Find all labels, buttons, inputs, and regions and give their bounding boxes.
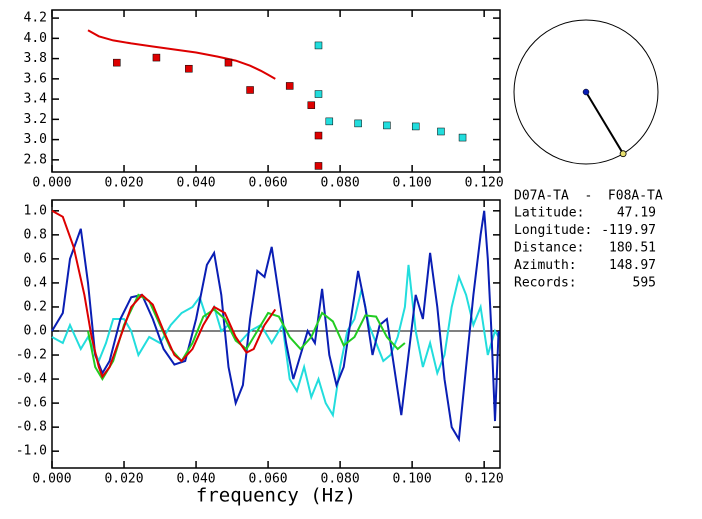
x-tick-label: 0.120 [465,176,504,191]
x-tick-label: 0.000 [32,472,71,487]
info-value: 595 [633,276,656,291]
y-tick-label: 1.0 [24,203,47,218]
info-label: Distance: [514,241,584,256]
y-tick-label: 3.2 [24,112,47,127]
info-value: -119.97 [601,223,656,238]
data-point [314,41,323,50]
x-tick-label: 0.040 [176,472,215,487]
data-point [354,119,362,128]
data-point [246,86,254,94]
y-tick-label: 0.0 [24,323,47,338]
x-axis-label: frequency (Hz) [196,485,356,507]
x-tick-label: 0.000 [32,176,71,191]
y-tick-label: 3.8 [24,51,47,66]
data-point [152,53,161,62]
info-label: Records: [514,276,577,291]
station-dot [619,150,627,158]
y-tick-label: -0.4 [16,372,47,387]
info-label: Longitude: [514,223,592,238]
data-point [113,58,121,67]
y-tick-label: 2.8 [24,152,47,167]
y-tick-label: -0.6 [16,396,47,411]
data-point [411,122,420,131]
azimuth-line [585,91,624,155]
x-tick-label: 0.060 [249,176,288,191]
x-tick-label: 0.080 [321,176,360,191]
info-value: 180.51 [609,241,656,256]
y-tick-label: -0.8 [16,420,47,435]
y-tick-label: 0.4 [24,275,48,290]
x-tick-label: 0.060 [249,472,288,487]
data-line [87,293,406,382]
x-tick-label: 0.020 [104,176,143,191]
data-point [383,121,391,130]
y-tick-label: 4.0 [24,31,47,46]
y-tick-label: 0.2 [24,299,47,314]
azimuth-circle [513,19,659,165]
y-tick-label: 3.4 [24,92,48,107]
data-point [314,90,323,98]
data-line [51,209,277,379]
y-tick-label: 3.0 [24,132,47,147]
station-dot [582,88,590,96]
data-point [437,127,445,136]
y-tick-label: 3.6 [24,71,47,86]
info-value: 47.19 [617,206,656,221]
x-tick-label: 0.040 [176,176,215,191]
data-point [307,101,316,109]
data-point [325,117,334,126]
data-point [224,58,233,67]
plot-frame [51,199,501,469]
x-tick-label: 0.100 [393,176,432,191]
data-point [285,82,294,90]
x-tick-label: 0.080 [321,472,360,487]
y-tick-label: 0.8 [24,227,47,242]
data-line [51,210,500,443]
y-tick-label: -1.0 [16,444,47,459]
y-tick-label: 0.6 [24,251,47,266]
y-tick-label: -0.2 [16,348,47,363]
data-point [458,133,467,142]
x-tick-label: 0.100 [393,472,432,487]
data-line [51,264,500,419]
data-line [87,29,276,80]
plot-frame [51,9,501,173]
info-value: 148.97 [609,258,656,273]
info-title: D07A-TA - F08A-TA [514,189,663,204]
data-point [314,162,323,170]
data-point [185,64,193,73]
y-tick-label: 4.2 [24,11,47,26]
info-label: Azimuth: [514,258,577,273]
x-tick-label: 0.020 [104,472,143,487]
data-point [314,131,323,140]
info-label: Latitude: [514,206,584,221]
x-tick-label: 0.120 [465,472,504,487]
